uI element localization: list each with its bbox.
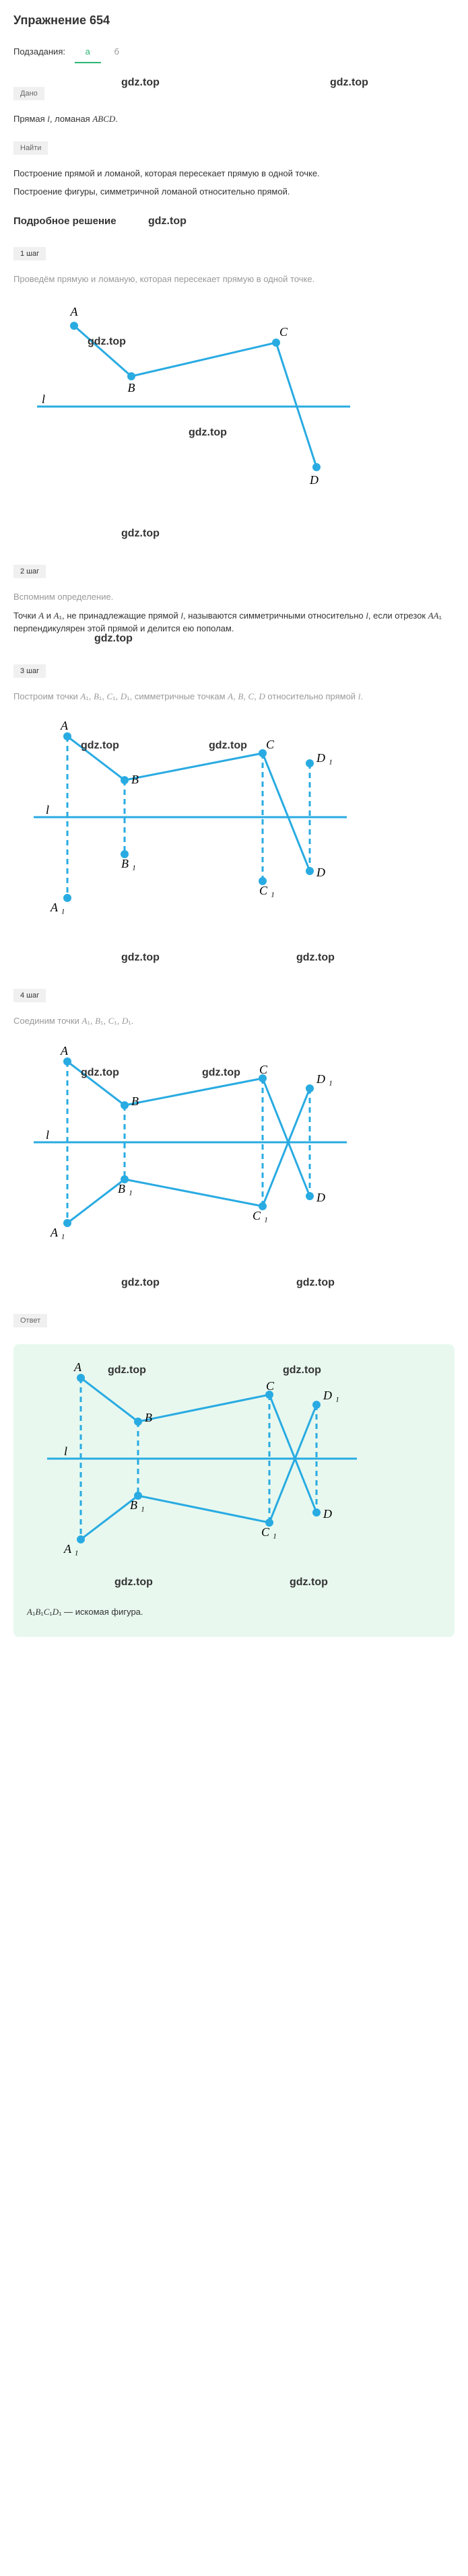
tab-b[interactable]: б [103, 41, 129, 62]
step3-text: Построим точки A₁, B₁, C₁, D₁, симметрич… [13, 690, 455, 703]
watermark: gdz.top [121, 528, 160, 540]
svg-text:A: A [73, 1360, 82, 1374]
svg-text:B: B [145, 1411, 152, 1424]
watermark: gdz.top [121, 952, 160, 964]
svg-text:D ₁: D ₁ [316, 1072, 333, 1086]
svg-text:C ₁: C ₁ [253, 1209, 268, 1222]
given-text: Прямая l, ломаная ABCD. [13, 112, 455, 126]
watermark: gdz.top [296, 952, 335, 964]
answer-box: A B C D A ₁ B ₁ C ₁ D ₁ l gdz.top gdz.to… [13, 1344, 455, 1638]
svg-text:A ₁: A ₁ [63, 1542, 78, 1556]
diagram-1: A B C D l gdz.top gdz.top [13, 299, 455, 501]
find-label: Найти [13, 141, 48, 155]
watermark: gdz.top [114, 1576, 153, 1589]
watermark: gdz.top [121, 1277, 160, 1289]
watermark: gdz.top [296, 1277, 335, 1289]
diagram-answer: A B C D A ₁ B ₁ C ₁ D ₁ l gdz.top gdz.to… [27, 1358, 441, 1566]
svg-text:D: D [309, 473, 319, 487]
tab-a[interactable]: а [75, 41, 101, 63]
svg-text:C: C [259, 1063, 268, 1076]
svg-text:D: D [316, 866, 325, 879]
find-line2: Построение фигуры, симметричной ломаной … [13, 185, 455, 199]
solution-title: Подробное решение [13, 215, 455, 227]
exercise-title: Упражнение 654 [13, 13, 455, 28]
step4-text: Соединим точки A₁, B₁, C₁, D₁. [13, 1014, 455, 1028]
svg-text:A ₁: A ₁ [50, 901, 65, 914]
svg-text:B: B [131, 773, 139, 786]
svg-text:C: C [266, 1379, 275, 1393]
svg-text:D ₁: D ₁ [323, 1389, 339, 1402]
svg-text:l: l [42, 392, 45, 406]
svg-text:D ₁: D ₁ [316, 751, 333, 765]
step3-label: 3 шаг [13, 664, 46, 678]
answer-text: A₁B₁C₁D₁ — искомая фигура. [27, 1605, 441, 1619]
step2-label: 2 шаг [13, 565, 46, 578]
svg-text:A: A [60, 719, 69, 732]
svg-text:D: D [323, 1507, 332, 1521]
step2-text1: Вспомним определение. [13, 590, 455, 604]
svg-text:B ₁: B ₁ [130, 1498, 145, 1512]
find-line1: Построение прямой и ломаной, которая пер… [13, 167, 455, 180]
svg-text:C: C [279, 325, 288, 339]
diagram-3: A B C D A ₁ B ₁ C ₁ D ₁ l gdz.top gdz.to… [13, 1041, 455, 1250]
svg-text:l: l [64, 1444, 67, 1458]
given-label: Дано [13, 87, 44, 100]
subtasks-row: Подзадания: а б [13, 41, 455, 63]
svg-text:D: D [316, 1191, 325, 1204]
svg-text:A ₁: A ₁ [50, 1226, 65, 1239]
subtasks-label: Подзадания: [13, 46, 65, 57]
step1-text: Проведём прямую и ломаную, которая перес… [13, 273, 455, 286]
svg-text:l: l [46, 803, 49, 816]
diagram-2: A B C D A ₁ B ₁ C ₁ D ₁ l gdz.top gdz.to… [13, 716, 455, 925]
svg-text:A: A [60, 1044, 69, 1057]
svg-text:B ₁: B ₁ [121, 857, 136, 870]
svg-text:B ₁: B ₁ [118, 1182, 133, 1195]
svg-text:C: C [266, 738, 275, 751]
watermark: gdz.top [330, 77, 368, 89]
svg-text:C ₁: C ₁ [261, 1525, 277, 1539]
watermark: gdz.top [290, 1576, 328, 1589]
step1-label: 1 шаг [13, 247, 46, 260]
svg-text:B: B [128, 381, 135, 394]
step4-label: 4 шаг [13, 989, 46, 1002]
svg-text:B: B [131, 1094, 139, 1108]
svg-text:C ₁: C ₁ [259, 884, 275, 897]
watermark: gdz.top [121, 77, 160, 89]
svg-text:l: l [46, 1128, 49, 1142]
svg-text:A: A [70, 305, 79, 318]
step2-text2: Точки A и A₁, не принадлежащие прямой l,… [13, 609, 455, 635]
answer-label: Ответ [13, 1314, 47, 1327]
